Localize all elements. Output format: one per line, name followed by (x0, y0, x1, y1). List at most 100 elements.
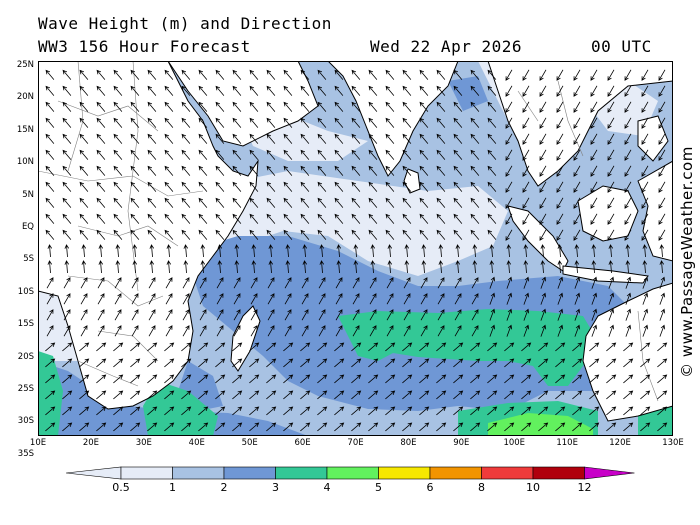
wave-arrow (334, 342, 345, 352)
wave-arrow (266, 213, 276, 224)
lat-label: EQ (21, 222, 34, 232)
wave-arrow (591, 260, 597, 274)
wave-arrow (573, 213, 581, 225)
wave-arrow (79, 133, 89, 144)
wave-arrow (574, 276, 581, 289)
wave-arrow (470, 133, 480, 144)
wave-arrow (114, 293, 122, 305)
wave-arrow (164, 422, 175, 432)
wave-arrow (318, 309, 326, 321)
wave-arrow (658, 229, 666, 241)
wave-arrow (624, 197, 632, 209)
wave-arrow (234, 244, 240, 258)
wave-arrow (625, 244, 631, 258)
wave-arrow (45, 117, 55, 128)
wave-arrow (369, 325, 377, 337)
wave-arrow (79, 149, 89, 160)
wave-arrow (79, 406, 90, 416)
wave-arrow (608, 308, 615, 321)
wave-arrow (641, 117, 649, 129)
colorbar-over-triangle (584, 466, 635, 480)
wave-arrow (130, 374, 141, 384)
wave-arrow (164, 133, 174, 144)
wave-arrow (62, 229, 72, 240)
wave-arrow (351, 422, 362, 432)
wave-arrow (181, 149, 191, 160)
wave-arrow (521, 390, 532, 400)
wave-arrow (164, 229, 174, 240)
wave-arrow (198, 133, 208, 144)
wave-arrow (284, 309, 292, 321)
wave-arrow (317, 101, 327, 112)
wave-arrow (113, 101, 123, 112)
wave-arrow (640, 422, 651, 432)
wave-arrow (436, 197, 446, 208)
wave-arrow (574, 244, 580, 258)
wave-arrow (234, 260, 240, 274)
wave-arrow (522, 101, 530, 113)
wave-arrow (233, 309, 241, 321)
wave-arrow (198, 181, 208, 192)
wave-arrow (351, 117, 361, 128)
wave-arrow (96, 101, 106, 112)
wave-arrow (115, 260, 121, 274)
wave-arrow (63, 293, 71, 305)
wave-arrow (641, 133, 649, 145)
colorbar-segment (223, 466, 276, 480)
wave-arrow (555, 390, 566, 400)
wave-arrow (62, 181, 72, 192)
wave-arrow (504, 342, 515, 352)
wave-arrow (487, 213, 497, 224)
wave-arrow (489, 260, 495, 274)
wave-arrow (368, 358, 379, 368)
wave-arrow (232, 358, 243, 368)
wave-arrow (574, 308, 581, 321)
wave-arrow (113, 390, 124, 400)
wave-arrow (420, 293, 428, 305)
wave-arrow (368, 165, 378, 176)
wave-arrow (437, 325, 445, 337)
wave-arrow (419, 422, 430, 432)
wave-arrow (266, 390, 277, 400)
wave-arrow (46, 293, 54, 305)
wave-arrow (506, 244, 512, 258)
wave-arrow (130, 213, 140, 224)
wave-arrow (62, 149, 72, 160)
wave-arrow (284, 277, 292, 289)
wave-arrow (436, 117, 446, 128)
wave-arrow (625, 292, 632, 305)
wave-arrow (436, 181, 446, 192)
wave-arrow (640, 406, 651, 416)
indonesia-east-land (637, 160, 673, 262)
wave-arrow (419, 69, 429, 80)
wave-arrow (300, 101, 310, 112)
wave-arrow (402, 149, 412, 160)
wave-arrow (589, 358, 600, 368)
wave-arrow (250, 309, 258, 321)
wave-arrow (454, 325, 462, 337)
wave-arrow (181, 85, 191, 96)
india-land (327, 61, 459, 177)
wave-arrow (590, 101, 598, 113)
wave-arrow (642, 324, 649, 337)
wave-arrow (317, 133, 327, 144)
wave-arrow (453, 101, 463, 112)
wave-arrow (607, 117, 615, 129)
wave-arrow (351, 181, 361, 192)
wave-arrow (232, 85, 242, 96)
wave-arrow (556, 85, 564, 97)
wave-arrow (453, 197, 463, 208)
borneo-land (577, 185, 639, 242)
wave-arrow (385, 85, 395, 96)
lat-label: 20S (17, 351, 34, 362)
lon-label: 30E (135, 438, 152, 448)
wave-arrow (232, 133, 242, 144)
wave-arrow (351, 213, 361, 224)
wave-arrow (624, 101, 632, 113)
wave-arrow (436, 213, 446, 224)
wave-arrow (505, 101, 513, 113)
wave-arrow (555, 342, 566, 352)
wave-arrow (130, 390, 141, 400)
wave-arrow (45, 133, 55, 144)
wave-arrow (284, 293, 292, 305)
